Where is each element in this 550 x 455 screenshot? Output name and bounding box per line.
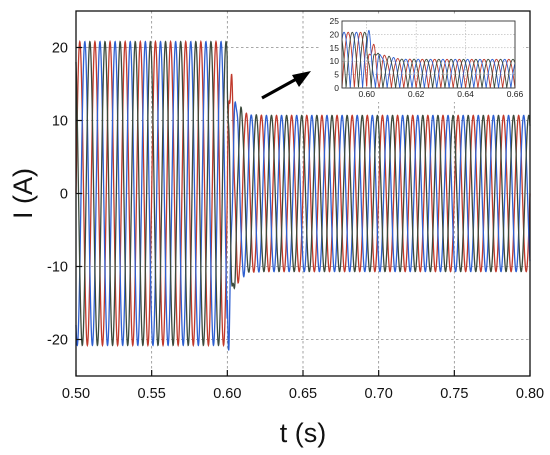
y-tick-label: 10 [52, 114, 68, 130]
inset-x-tick-label: 0.66 [507, 89, 524, 99]
x-axis-title: t (s) [280, 418, 327, 448]
main-series-group [75, 39, 531, 351]
phase-current-line-1 [75, 39, 531, 348]
y-axis-title: I (A) [8, 168, 38, 219]
inset-x-tick-label: 0.64 [457, 89, 474, 99]
y-tick-label: 0 [60, 187, 68, 203]
inset-axis-ticks: 0.60 0.62 0.64 0.66 0 5 10 15 20 25 [330, 16, 524, 99]
inset-y-tick-label: 0 [334, 83, 339, 93]
zoom-arrow [261, 71, 311, 100]
y-tick-label: -20 [47, 333, 68, 349]
inset-plot-frame [341, 20, 516, 89]
inset-y-tick-label: 10 [330, 56, 340, 66]
inset-abs-current-line-3 [341, 31, 516, 89]
inset-y-tick-label: 5 [334, 70, 339, 80]
phase-current-line-3 [75, 40, 531, 347]
inset-background [320, 15, 523, 102]
phase-current-line-2 [75, 40, 531, 351]
x-tick-label: 0.60 [213, 386, 241, 402]
inset-x-tick-label: 0.62 [408, 89, 425, 99]
x-tick-label: 0.55 [138, 386, 166, 402]
inset-y-tick-label: 15 [330, 43, 340, 53]
x-tick-label: 0.70 [365, 386, 393, 402]
x-tick-label: 0.75 [440, 386, 468, 402]
x-tick-label: 0.50 [62, 386, 90, 402]
x-tick-label: 0.65 [289, 386, 317, 402]
inset-y-tick-label: 20 [330, 29, 340, 39]
y-tick-label: 20 [52, 41, 68, 57]
inset-y-tick-label: 25 [330, 16, 340, 26]
inset-x-tick-label: 0.60 [358, 89, 375, 99]
y-tick-label: -10 [47, 260, 68, 276]
x-tick-label: 0.80 [516, 386, 544, 402]
main-axis-ticks: 0.50 0.55 0.60 0.65 0.70 0.75 0.80 -20 -10 0 10 20 [47, 41, 544, 403]
